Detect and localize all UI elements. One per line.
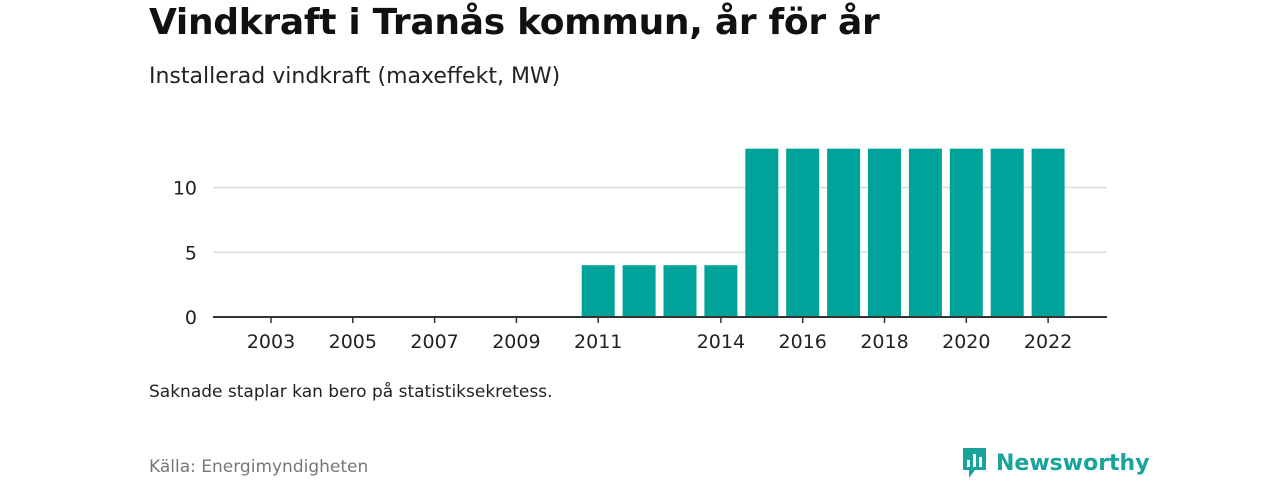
bar-2014 [704,265,738,317]
bar-2012 [622,265,656,317]
x-tick-marks [270,317,1049,323]
newsworthy-logo: Newsworthy [961,446,1150,480]
x-tick-labels: 2003 2005 2007 2009 2011 2014 2016 2018 2020 2022 [247,331,1072,353]
chart-subtitle: Installerad vindkraft (maxeffekt, MW) [149,64,561,89]
bar-2015 [745,148,779,317]
bar-2022 [1031,148,1065,317]
source-text: Källa: Energimyndigheten [149,457,369,477]
y-tick-label: 0 [185,307,197,329]
x-tick-label: 2011 [574,331,622,353]
x-tick-label: 2020 [942,331,990,353]
x-tick-label: 2009 [492,331,540,353]
bar-2017 [827,148,861,317]
bar-2018 [868,148,901,317]
x-tick-label: 2022 [1024,331,1072,353]
footnote: Saknade staplar kan bero på statistiksek… [149,382,553,402]
y-tick-labels: 0 5 10 [173,178,197,330]
bar-2011 [581,265,615,317]
bar-2016 [786,148,820,317]
brand-name: Newsworthy [996,450,1150,476]
bar-2021 [990,148,1024,317]
bar-2020 [949,148,983,317]
x-tick-label: 2007 [410,331,458,353]
bar-2019 [908,148,942,317]
x-tick-label: 2005 [329,331,377,353]
bar-chart: 0 5 10 2003 2005 2007 2009 2011 2014 2016 2018 202… [173,148,1107,353]
y-tick-label: 10 [173,178,197,200]
x-tick-label: 2003 [247,331,295,353]
x-tick-label: 2016 [779,331,827,353]
bars [581,148,1065,317]
x-tick-label: 2014 [697,331,745,353]
bar-chart-logo-icon [963,448,986,478]
y-tick-label: 5 [185,242,197,264]
x-tick-label: 2018 [860,331,908,353]
bar-2013 [663,265,697,317]
chart-title: Vindkraft i Tranås kommun, år för år [149,2,880,43]
